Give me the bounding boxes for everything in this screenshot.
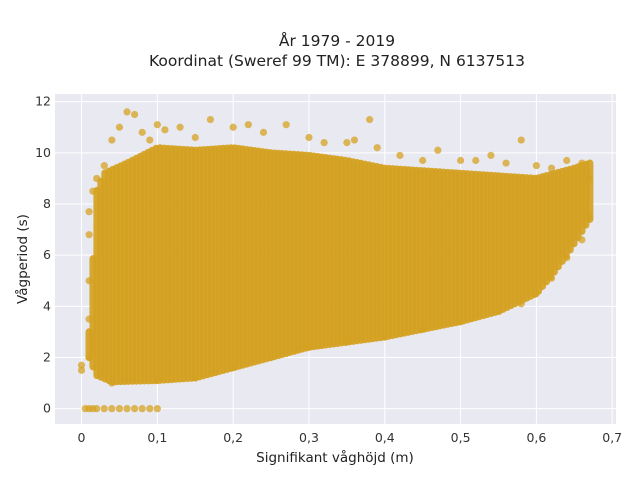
data-point (131, 110, 139, 119)
data-point (229, 364, 237, 372)
y-tick-label: 6 (43, 247, 51, 262)
data-point (153, 405, 161, 413)
data-point (191, 133, 199, 142)
data-point (343, 338, 351, 346)
data-point (305, 343, 313, 351)
data-point (115, 405, 124, 413)
data-point (85, 231, 93, 239)
data-point (176, 123, 184, 131)
y-axis-title: Vågperiod (s) (14, 214, 31, 304)
data-point (131, 405, 139, 413)
data-point (456, 156, 465, 165)
data-point (93, 405, 101, 413)
data-point (487, 151, 495, 159)
y-tick-label: 10 (35, 145, 51, 160)
y-tick-label: 12 (35, 94, 51, 109)
x-tick-label: 0,3 (299, 430, 319, 445)
y-tick-label: 0 (43, 401, 51, 416)
x-tick-label: 0,7 (602, 430, 622, 445)
data-point (419, 156, 427, 165)
data-point (305, 133, 313, 142)
data-point (85, 208, 93, 216)
x-tick-label: 0 (78, 430, 86, 445)
x-axis-title: Signifikant våghöjd (m) (256, 449, 414, 466)
y-tick-label: 4 (43, 298, 51, 313)
data-point (85, 353, 93, 362)
data-point (146, 136, 154, 144)
data-point (89, 187, 97, 195)
data-point (191, 374, 199, 382)
data-point (350, 136, 359, 144)
data-point (585, 174, 594, 183)
data-point (85, 277, 93, 285)
x-tick-label: 0,2 (223, 430, 243, 445)
data-point (585, 213, 594, 221)
x-tick-label: 0,4 (375, 430, 395, 445)
y-axis-ticks: 0 2 4 6 8 10 12 (35, 94, 51, 416)
data-point (77, 366, 86, 374)
data-point (85, 315, 93, 323)
data-point (206, 115, 215, 124)
data-point (563, 156, 571, 165)
data-point (115, 123, 124, 131)
data-point (434, 146, 442, 154)
y-tick-label: 8 (43, 196, 51, 211)
data-point (244, 121, 252, 129)
data-point (502, 159, 510, 167)
data-point (373, 144, 381, 152)
data-point (456, 318, 465, 326)
data-point (229, 123, 237, 131)
data-point (123, 405, 131, 413)
x-tick-label: 0,5 (451, 430, 471, 445)
data-point (108, 405, 116, 413)
data-points (77, 108, 594, 413)
data-point (100, 162, 108, 170)
data-point (578, 159, 586, 167)
data-point (146, 405, 154, 413)
data-point (419, 325, 427, 333)
point-cloud (85, 144, 594, 386)
data-point (138, 405, 146, 413)
data-point (259, 128, 268, 136)
data-point (343, 139, 351, 147)
data-point (381, 333, 389, 341)
data-point (532, 162, 540, 170)
chart-subtitle: Koordinat (Sweref 99 TM): E 378899, N 61… (149, 52, 525, 70)
data-point (547, 164, 556, 172)
data-point (153, 121, 161, 129)
data-point (123, 108, 131, 116)
data-point (472, 156, 480, 165)
data-point (153, 376, 161, 385)
data-point (366, 115, 374, 124)
data-point (100, 405, 108, 413)
x-tick-label: 0,6 (526, 430, 546, 445)
data-point (396, 151, 404, 159)
data-point (267, 353, 275, 362)
data-point (547, 274, 556, 282)
x-tick-label: 0,1 (147, 430, 167, 445)
data-point (93, 174, 101, 183)
y-tick-label: 2 (43, 349, 51, 364)
data-point (108, 379, 116, 387)
data-point (532, 289, 540, 298)
data-point (282, 121, 290, 129)
data-point (161, 126, 169, 134)
data-point (77, 361, 86, 369)
chart-title: År 1979 - 2019 (279, 31, 395, 50)
x-axis-ticks: 0 0,1 0,2 0,3 0,4 0,5 0,6 0,7 (78, 430, 623, 445)
data-point (108, 136, 116, 144)
data-point (138, 128, 146, 136)
data-point (494, 307, 503, 316)
data-point (320, 139, 328, 147)
data-point (563, 254, 571, 262)
data-point (578, 236, 586, 244)
data-point (517, 136, 525, 144)
data-point (517, 300, 525, 308)
